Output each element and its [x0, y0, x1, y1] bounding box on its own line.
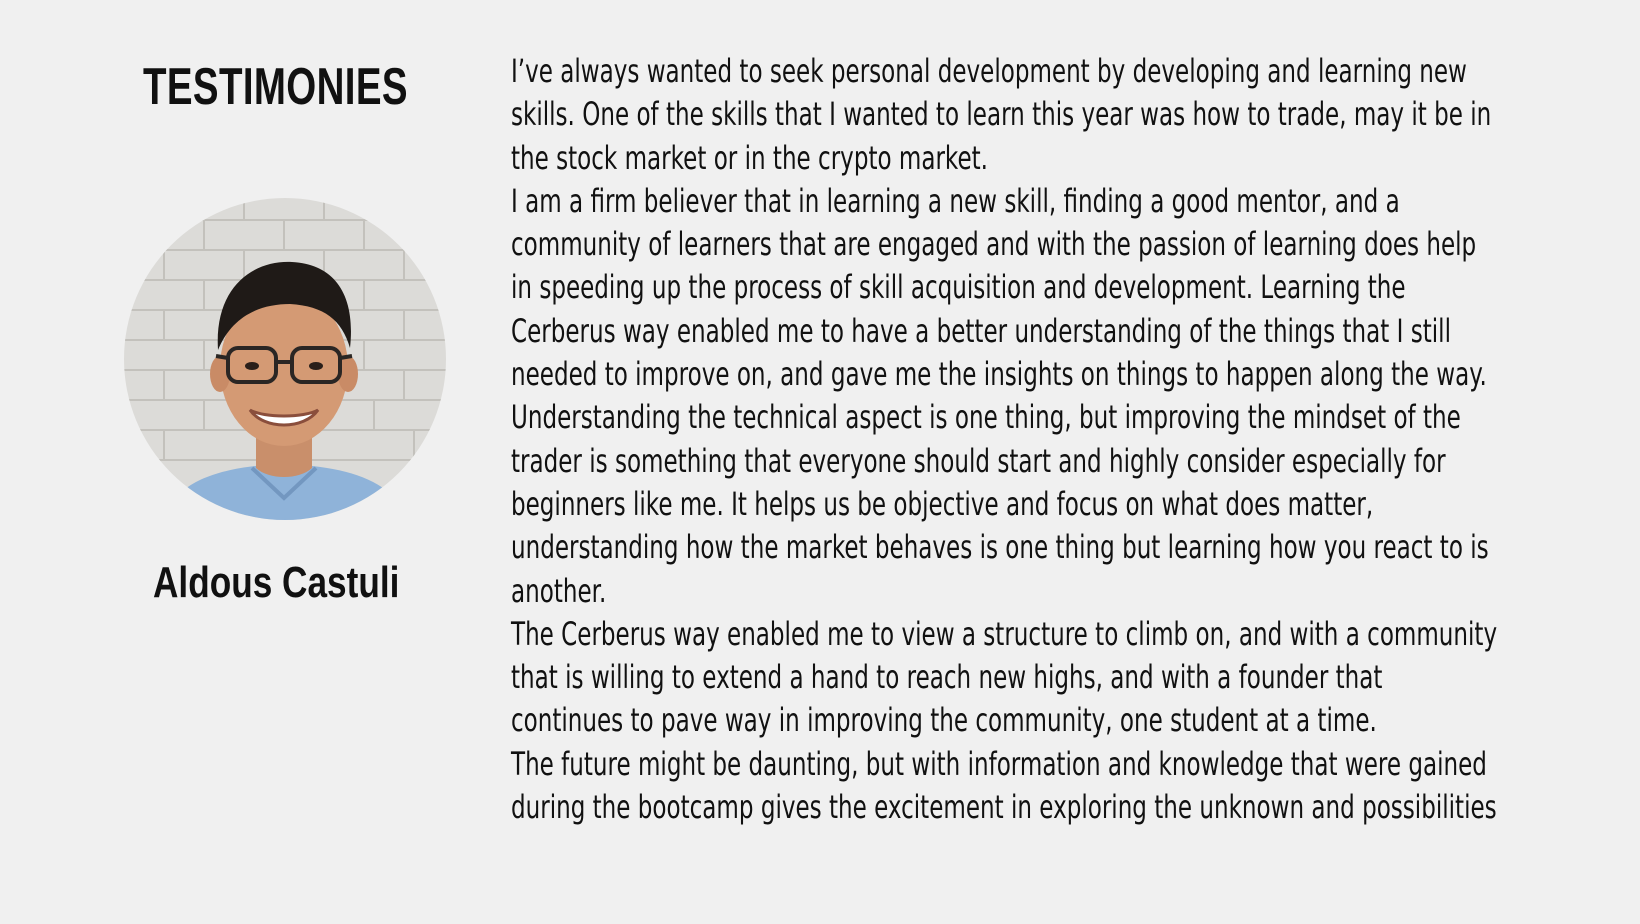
portrait-photo [124, 198, 446, 520]
testimony-line: I’ve always wanted to seek personal deve… [511, 52, 1467, 90]
testimony-line: that is willing to extend a hand to reac… [511, 658, 1383, 697]
testimony-line: needed to improve on, and gave me the in… [511, 355, 1487, 394]
testimony-line: another. [511, 571, 607, 610]
testimony-line: Understanding the technical aspect is on… [511, 398, 1461, 437]
testimony-line: the stock market or in the crypto market… [511, 138, 988, 177]
testimony-line: in speeding up the process of skill acqu… [511, 268, 1406, 307]
testimony-line: during the bootcamp gives the excitement… [511, 788, 1497, 827]
testimony-line: The future might be daunting, but with i… [511, 744, 1487, 783]
testimony-line: understanding how the market behaves is … [511, 528, 1489, 567]
testimony-line: continues to pave way in improving the c… [511, 701, 1377, 740]
testimony-line: I am a firm believer that in learning a … [511, 181, 1400, 220]
testimony-line: trader is something that everyone should… [511, 441, 1446, 480]
testimony-text: I’ve always wanted to seek personal deve… [511, 50, 1519, 829]
testimony-line: The Cerberus way enabled me to view a st… [511, 614, 1498, 653]
page-title: TESTIMONIES [143, 58, 408, 116]
testimony-line: community of learners that are engaged a… [511, 225, 1477, 264]
testimony-line: Cerberus way enabled me to have a better… [511, 311, 1451, 350]
avatar [124, 198, 446, 520]
person-name: Aldous Castuli [153, 558, 400, 607]
testimony-line: beginners like me. It helps us be object… [511, 484, 1374, 523]
testimony-line: skills. One of the skills that I wanted … [511, 95, 1492, 134]
